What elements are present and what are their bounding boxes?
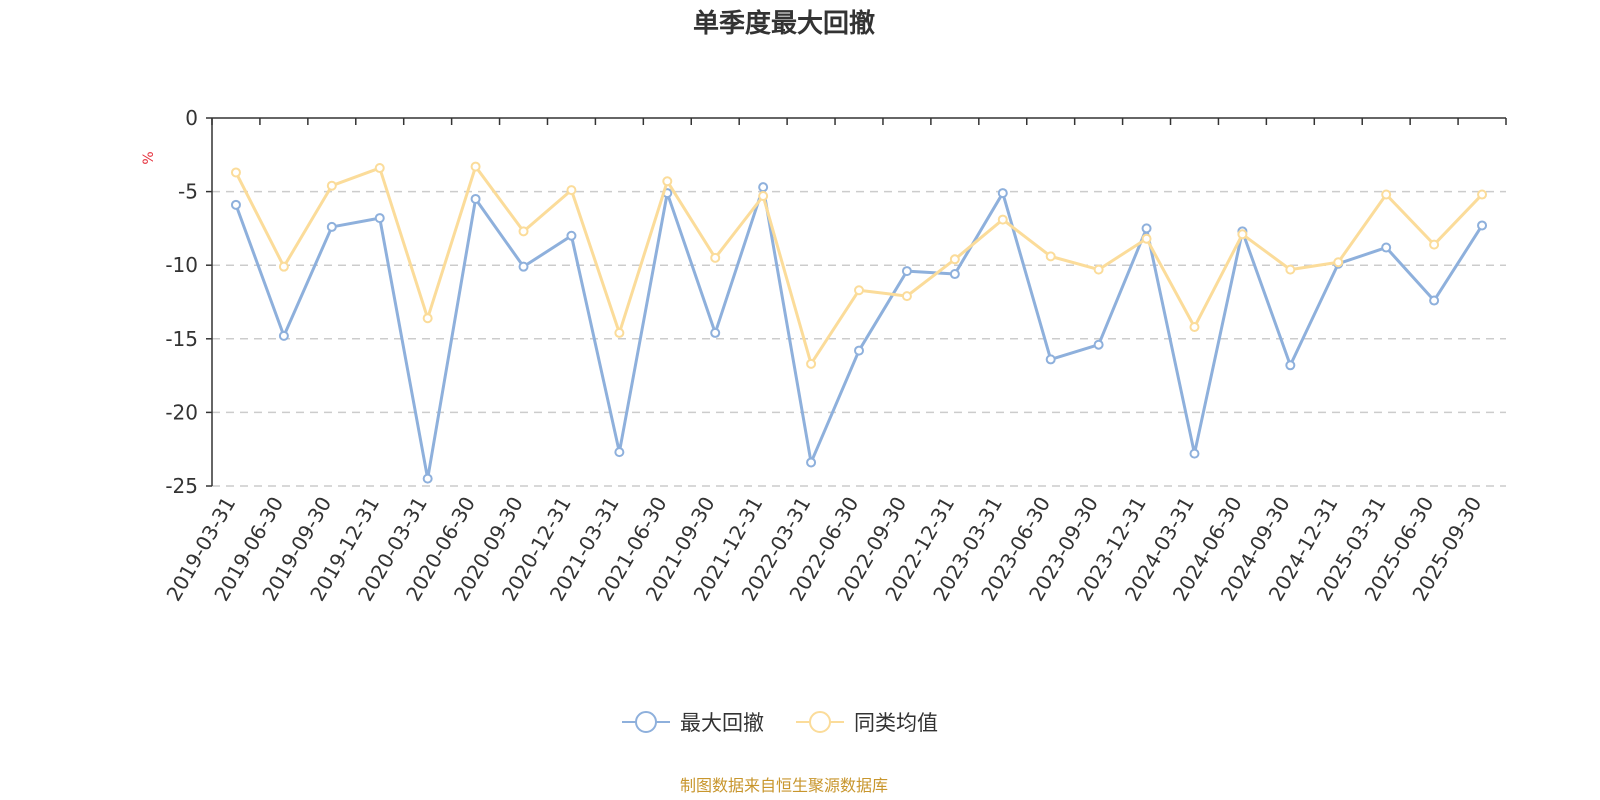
data-point[interactable] [1477, 220, 1488, 231]
data-point[interactable] [1189, 322, 1200, 333]
series-group [230, 161, 1488, 484]
data-point[interactable] [566, 230, 577, 241]
legend[interactable]: 最大回撤 同类均值 [622, 711, 938, 735]
y-tick-label: -15 [165, 327, 198, 351]
data-point[interactable] [806, 457, 817, 468]
data-point[interactable] [1381, 189, 1392, 200]
data-point[interactable] [1093, 339, 1104, 350]
data-point[interactable] [278, 261, 289, 272]
y-tick-label: -20 [165, 400, 198, 424]
data-point[interactable] [230, 199, 241, 210]
data-point[interactable] [518, 261, 529, 272]
data-point[interactable] [278, 330, 289, 341]
data-point[interactable] [614, 327, 625, 338]
data-point[interactable] [1045, 354, 1056, 365]
series-line [234, 185, 1484, 481]
series-1 [230, 182, 1488, 484]
data-point[interactable] [1045, 251, 1056, 262]
y-axis-ticks: 0 -5 -10 -15 -20 -25 [165, 106, 212, 498]
legend-item[interactable]: 最大回撤 [622, 711, 764, 735]
data-point[interactable] [1285, 360, 1296, 371]
grid-lines [212, 190, 1506, 487]
legend-marker-icon [809, 711, 831, 733]
data-point[interactable] [326, 180, 337, 191]
data-point[interactable] [230, 167, 241, 178]
data-point[interactable] [566, 185, 577, 196]
data-point[interactable] [518, 226, 529, 237]
legend-marker-icon [635, 711, 657, 733]
data-point[interactable] [1141, 233, 1152, 244]
data-point[interactable] [1237, 229, 1248, 240]
chart-title: 单季度最大回撤 [693, 8, 875, 39]
data-point[interactable] [854, 285, 864, 296]
data-point[interactable] [422, 473, 433, 484]
data-point[interactable] [662, 176, 673, 187]
y-tick-label: -5 [178, 180, 198, 204]
data-point[interactable] [374, 213, 385, 224]
data-point[interactable] [710, 327, 721, 338]
data-point[interactable] [422, 313, 433, 324]
data-point[interactable] [1189, 448, 1200, 459]
data-point[interactable] [470, 193, 481, 204]
data-point[interactable] [374, 163, 385, 174]
legend-label: 最大回撤 [680, 711, 764, 735]
axes [211, 117, 1506, 486]
data-point[interactable] [758, 191, 769, 202]
series-2 [230, 161, 1488, 369]
data-point[interactable] [997, 188, 1008, 199]
data-point[interactable] [997, 214, 1008, 225]
data-point[interactable] [326, 221, 337, 232]
data-point[interactable] [949, 269, 960, 280]
data-point[interactable] [614, 447, 625, 458]
data-point[interactable] [710, 252, 721, 263]
data-point[interactable] [1381, 242, 1392, 253]
data-point[interactable] [949, 254, 960, 265]
data-point[interactable] [1429, 295, 1440, 306]
y-tick-label: -25 [165, 474, 198, 498]
data-point[interactable] [1429, 239, 1440, 250]
data-point[interactable] [1333, 257, 1344, 268]
y-tick-label: -10 [165, 253, 198, 277]
data-point[interactable] [806, 358, 817, 369]
legend-item[interactable]: 同类均值 [796, 711, 938, 735]
data-point[interactable] [854, 345, 864, 356]
data-point[interactable] [1285, 264, 1296, 275]
legend-label: 同类均值 [854, 711, 938, 735]
data-point[interactable] [901, 291, 912, 302]
y-axis-unit: % [141, 151, 157, 164]
data-point[interactable] [1141, 223, 1152, 234]
y-tick-label: 0 [185, 106, 198, 130]
data-point[interactable] [1093, 264, 1104, 275]
data-point[interactable] [758, 182, 769, 193]
data-point[interactable] [470, 161, 481, 172]
data-point[interactable] [1477, 189, 1488, 200]
data-point[interactable] [901, 266, 912, 277]
data-source-note: 制图数据来自恒生聚源数据库 [680, 776, 888, 795]
